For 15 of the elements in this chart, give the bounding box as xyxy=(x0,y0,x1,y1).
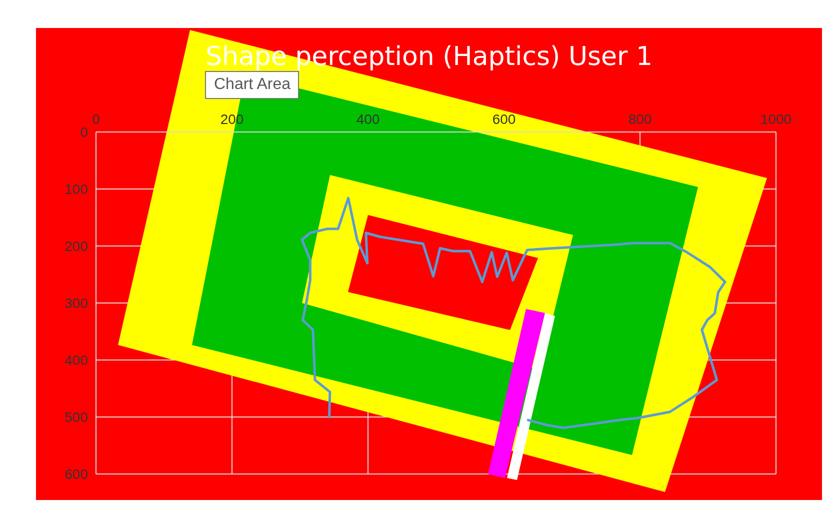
y-tick-label: 100 xyxy=(64,180,88,197)
x-tick-label: 800 xyxy=(628,111,652,127)
x-tick-label: 0 xyxy=(92,111,100,127)
y-tick-label: 600 xyxy=(64,466,88,482)
line-series xyxy=(300,196,726,430)
y-tick-label: 200 xyxy=(64,238,88,254)
y-tick-label: 0 xyxy=(80,124,88,140)
y-tick-label: 300 xyxy=(64,294,88,311)
x-tick-label: 600 xyxy=(492,111,516,127)
y-tick-label: 400 xyxy=(64,352,88,368)
x-tick-label: 1000 xyxy=(760,111,792,127)
chart-title: Shape perception (Haptics) User 1 xyxy=(204,42,654,72)
y-tick-label: 500 xyxy=(64,408,88,425)
x-tick-label: 400 xyxy=(356,111,380,127)
text: Chart Area xyxy=(205,71,300,99)
